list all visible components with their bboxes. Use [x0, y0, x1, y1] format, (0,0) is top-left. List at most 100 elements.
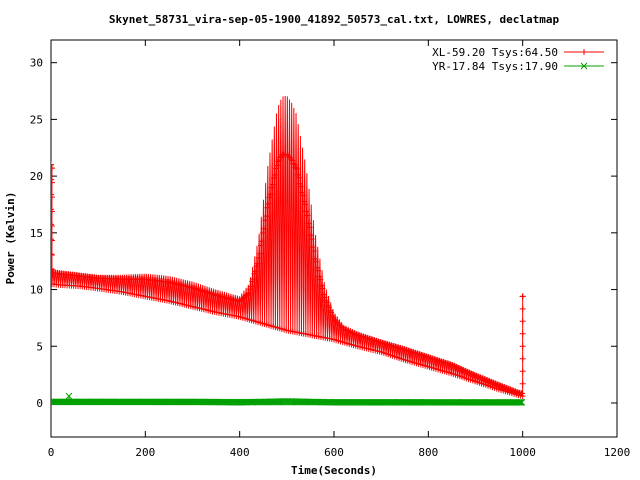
- data-point: [249, 275, 256, 282]
- data-point: [312, 255, 319, 262]
- data-point: [319, 285, 326, 292]
- data-point: [302, 201, 309, 208]
- x-tick-label: 400: [230, 446, 250, 459]
- data-point: [517, 399, 525, 406]
- data-point: [304, 212, 311, 219]
- data-point: [257, 242, 264, 249]
- data-point: [518, 399, 526, 406]
- data-point: [308, 236, 315, 243]
- data-point: [51, 191, 54, 198]
- data-point: [519, 330, 526, 337]
- data-point: [51, 280, 55, 287]
- data-point: [51, 251, 55, 258]
- data-point: [273, 165, 280, 172]
- chart-title: Skynet_58731_vira-sep-05-1900_41892_5057…: [109, 13, 560, 26]
- data-point: [51, 251, 54, 258]
- x-tick-label: 0: [48, 446, 55, 459]
- y-tick-label: 10: [30, 284, 43, 297]
- data-point: [254, 260, 261, 267]
- data-point: [251, 270, 258, 277]
- data-point: [252, 268, 259, 275]
- data-point: [51, 208, 55, 215]
- data-point: [245, 290, 252, 297]
- data-point: [306, 224, 313, 231]
- x-axis-label: Time(Seconds): [291, 464, 377, 477]
- series-2: [51, 392, 526, 406]
- data-point: [51, 237, 55, 244]
- data-point: [290, 160, 297, 167]
- x-tick-label: 800: [418, 446, 438, 459]
- data-point: [51, 223, 55, 230]
- data-point: [312, 258, 319, 265]
- data-point: [581, 49, 587, 55]
- data-point: [271, 171, 278, 178]
- x-tick-label: 200: [135, 446, 155, 459]
- data-point: [317, 276, 324, 283]
- data-point: [519, 390, 526, 397]
- y-tick-label: 5: [36, 340, 43, 353]
- data-point: [65, 392, 73, 400]
- data-point: [297, 180, 304, 187]
- data-point: [51, 165, 55, 172]
- data-point: [310, 248, 317, 255]
- data-point: [519, 318, 526, 325]
- x-tick-label: 1200: [604, 446, 631, 459]
- y-axis-label: Power (Kelvin): [4, 192, 17, 285]
- data-point: [323, 299, 330, 306]
- data-point: [51, 221, 54, 228]
- data-point: [303, 208, 310, 215]
- data-point: [294, 171, 301, 178]
- data-point: [580, 62, 588, 70]
- data-point: [256, 250, 263, 257]
- y-axis: 0 5 10 15 20 25 30: [30, 57, 617, 410]
- data-point: [519, 293, 526, 300]
- data-point: [307, 232, 314, 239]
- data-point: [516, 399, 524, 406]
- data-point: [519, 305, 526, 312]
- data-point: [293, 165, 300, 172]
- data-point: [299, 192, 306, 199]
- data-point: [301, 198, 308, 205]
- data-point: [255, 254, 262, 261]
- data-point: [265, 200, 272, 207]
- data-point: [264, 204, 271, 211]
- data-point: [260, 225, 267, 232]
- data-point: [299, 189, 306, 196]
- data-point: [258, 238, 265, 245]
- data-point: [305, 220, 312, 227]
- data-point: [289, 157, 296, 164]
- data-point: [266, 194, 273, 201]
- data-point: [273, 162, 280, 169]
- data-point: [314, 264, 321, 271]
- data-point: [321, 294, 328, 301]
- data-point: [268, 184, 275, 191]
- data-point: [247, 283, 254, 290]
- data-point: [320, 291, 327, 298]
- data-point: [519, 343, 526, 350]
- data-point: [325, 304, 332, 311]
- data-point: [244, 290, 251, 297]
- data-point: [519, 393, 526, 400]
- data-point: [253, 263, 260, 270]
- data-point: [51, 206, 54, 213]
- y-tick-label: 30: [30, 57, 43, 70]
- data-point: [249, 278, 256, 285]
- data-point: [267, 191, 274, 198]
- data-point: [310, 244, 317, 251]
- y-tick-label: 25: [30, 113, 43, 126]
- data-point: [270, 175, 277, 182]
- data-point: [519, 368, 526, 375]
- data-point: [295, 174, 302, 181]
- data-point: [515, 399, 522, 406]
- y-tick-label: 0: [36, 397, 43, 410]
- data-point: [65, 398, 73, 406]
- data-point: [315, 267, 322, 274]
- data-point: [51, 176, 54, 183]
- data-point: [318, 282, 325, 289]
- data-point: [263, 213, 270, 220]
- x-axis: 0 200 400 600 800 1000 1200: [48, 40, 631, 459]
- series-1: [51, 95, 526, 400]
- data-point: [519, 355, 526, 362]
